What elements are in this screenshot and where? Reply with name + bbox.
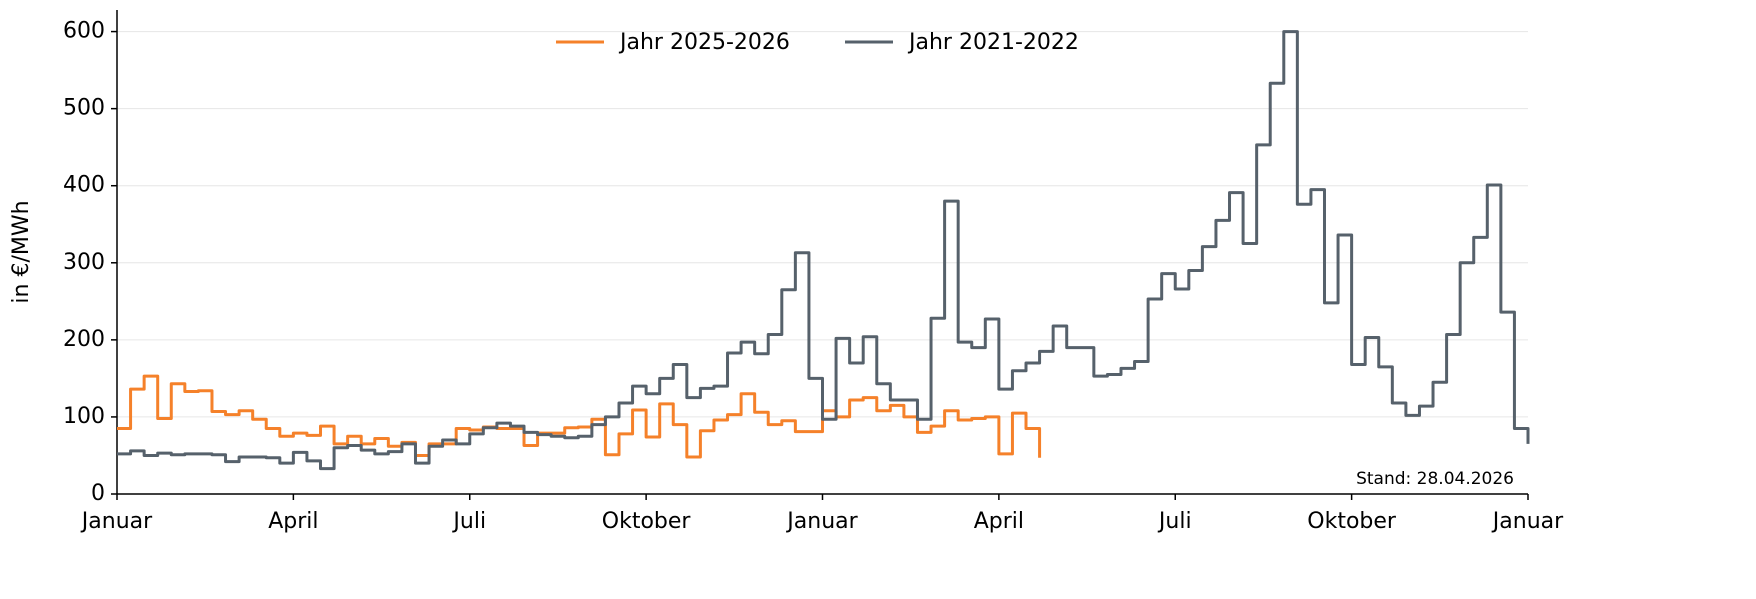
- x-tick-label: Januar: [80, 509, 153, 534]
- x-tick-label: Januar: [1491, 509, 1564, 534]
- y-tick-label: 0: [91, 481, 105, 506]
- x-tick-label: Juli: [1157, 509, 1192, 534]
- y-tick-label: 500: [63, 96, 105, 121]
- x-tick-label: Oktober: [602, 509, 692, 534]
- y-tick-label: 200: [63, 327, 105, 352]
- y-tick-label: 400: [63, 173, 105, 198]
- y-tick-label: 300: [63, 250, 105, 275]
- x-tick-label: Januar: [785, 509, 858, 534]
- legend-label: Jahr 2025-2026: [618, 30, 790, 55]
- x-tick-label: April: [268, 509, 318, 534]
- y-axis-label: in €/MWh: [9, 200, 34, 303]
- y-tick-label: 100: [63, 404, 105, 429]
- x-tick-label: Oktober: [1307, 509, 1397, 534]
- line-series: [117, 30, 1530, 471]
- y-tick-label: 600: [63, 19, 105, 44]
- x-tick-label: Juli: [451, 509, 486, 534]
- x-tick-label: April: [974, 509, 1024, 534]
- annotation: Stand: 28.04.2026: [1356, 469, 1514, 489]
- legend-label: Jahr 2021-2022: [907, 30, 1079, 55]
